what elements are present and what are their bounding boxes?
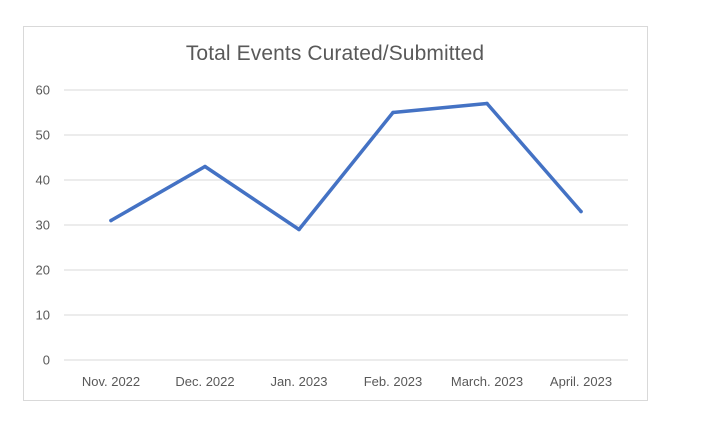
y-tick-label: 10 [36,308,50,323]
data-point [297,227,301,232]
y-axis-tick-labels: 0 10 20 30 40 50 60 [36,83,50,368]
y-tick-label: 20 [36,263,50,278]
y-tick-label: 40 [36,173,50,188]
gridlines [64,89,628,361]
data-point [109,218,113,223]
y-tick-label: 50 [36,128,50,143]
series-line [109,101,583,232]
series-lines [109,101,583,232]
y-tick-label: 60 [36,83,50,98]
data-point [485,101,489,106]
x-tick-label: March. 2023 [451,374,523,389]
x-axis-tick-labels: Nov. 2022 Dec. 2022 Jan. 2023 Feb. 2023 Marc… [82,374,612,389]
x-tick-label: Nov. 2022 [82,374,140,389]
x-tick-label: Dec. 2022 [175,374,234,389]
data-point [391,110,395,115]
x-tick-label: Feb. 2023 [364,374,423,389]
y-tick-label: 0 [43,353,50,368]
data-point [579,209,583,214]
chart-frame [23,26,648,401]
x-tick-label: April. 2023 [550,374,612,389]
y-tick-label: 30 [36,218,50,233]
data-point [203,164,207,169]
chart-title: Total Events Curated/Submitted [185,42,485,65]
x-tick-label: Jan. 2023 [270,374,327,389]
